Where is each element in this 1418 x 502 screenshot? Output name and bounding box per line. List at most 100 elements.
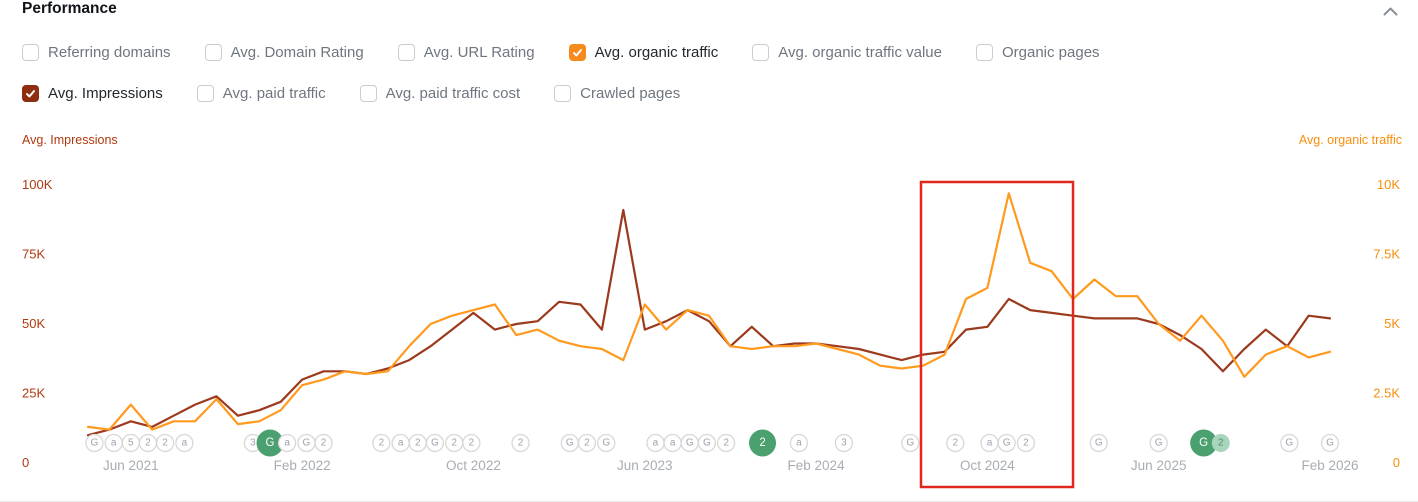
checkbox-unchecked-icon	[22, 44, 39, 61]
timeline-marker[interactable]: 2	[716, 433, 736, 453]
timeline-marker[interactable]: 3	[834, 433, 854, 453]
timeline-marker[interactable]: G	[85, 433, 104, 453]
right-axis-title: Avg. organic traffic	[1298, 133, 1402, 147]
right-axis-tick: 10K	[1377, 177, 1400, 192]
checkbox-checked-icon	[22, 85, 39, 102]
marker-letter: 2	[415, 438, 421, 449]
metric-label: Avg. Domain Rating	[230, 44, 364, 61]
metric-checkbox-avg-organic-traffic-value[interactable]: Avg. organic traffic value	[752, 44, 942, 61]
marker-letter: G	[431, 438, 439, 449]
left-axis-tick: 100K	[22, 177, 53, 192]
metric-label: Avg. paid traffic	[222, 85, 326, 102]
left-axis-tick: 75K	[22, 247, 45, 262]
timeline-marker[interactable]: G	[597, 433, 616, 453]
x-axis-label: Jun 2025	[1131, 458, 1187, 473]
timeline-marker[interactable]: G	[1320, 433, 1340, 453]
metric-checkbox-organic-pages[interactable]: Organic pages	[975, 44, 1100, 61]
left-axis-title: Avg. Impressions	[22, 133, 118, 147]
timeline-marker[interactable]: 2	[372, 433, 391, 453]
marker-letter: 2	[759, 437, 765, 449]
timeline-marker[interactable]: G	[560, 433, 579, 453]
timeline-marker[interactable]: 2	[1016, 433, 1036, 453]
marker-letter: 5	[128, 438, 134, 449]
checkbox-unchecked-icon	[397, 44, 415, 61]
timeline-marker[interactable]: 2	[462, 433, 481, 453]
timeline-marker[interactable]: G	[1190, 429, 1218, 457]
marker-letter: a	[111, 438, 117, 449]
metric-toggles-row2: Avg. Impressions Avg. paid traffic Avg. pa…	[22, 85, 680, 102]
timeline-marker[interactable]: G	[680, 433, 699, 453]
timeline-marker[interactable]: a	[175, 433, 194, 453]
timeline-marker[interactable]: 2	[577, 433, 597, 453]
timeline-marker[interactable]: 2	[408, 433, 427, 453]
timeline-marker[interactable]: G	[1280, 433, 1299, 453]
timeline-marker[interactable]: a	[104, 433, 123, 453]
marker-letter: 2	[321, 438, 327, 449]
marker-letter: G	[602, 438, 610, 449]
marker-letter: G	[91, 438, 99, 449]
timeline-marker[interactable]: 2	[749, 429, 777, 457]
timeline-marker[interactable]: G	[1089, 433, 1108, 453]
highlight-annotation	[919, 180, 1075, 489]
marker-letter: 2	[469, 438, 475, 449]
metric-checkbox-crawled-pages[interactable]: Crawled pages	[554, 85, 680, 102]
metric-checkbox-avg-paid-traffic-cost[interactable]: Avg. paid traffic cost	[359, 85, 520, 102]
metric-label: Referring domains	[48, 44, 171, 61]
timeline-marker[interactable]: 2	[1211, 434, 1230, 452]
x-axis-label: Feb 2026	[1301, 458, 1358, 473]
timeline-marker[interactable]: G	[425, 433, 445, 453]
timeline-marker[interactable]: 2	[155, 433, 175, 453]
metric-checkbox-avg-paid-traffic[interactable]: Avg. paid traffic	[196, 85, 326, 102]
timeline-marker[interactable]: G	[997, 433, 1016, 453]
timeline-marker[interactable]: 2	[314, 433, 333, 453]
marker-letter: 2	[1023, 438, 1029, 449]
metric-label: Avg. organic traffic	[594, 44, 719, 61]
metric-checkbox-referring-domains[interactable]: Referring domains	[22, 44, 171, 61]
marker-letter: G	[1003, 438, 1011, 449]
timeline-marker[interactable]: a	[277, 433, 297, 453]
timeline-marker[interactable]: 2	[138, 433, 158, 453]
marker-letter: G	[1095, 438, 1103, 449]
right-axis-tick: 2.5K	[1373, 386, 1400, 401]
x-axis-label: Oct 2024	[960, 458, 1015, 473]
checkbox-unchecked-icon	[554, 85, 572, 102]
marker-letter: 2	[145, 438, 151, 449]
timeline-marker[interactable]: a	[391, 433, 410, 453]
timeline-marker[interactable]: G	[697, 433, 717, 453]
timeline-marker[interactable]: 2	[511, 433, 530, 453]
metric-checkbox-avg-url-rating[interactable]: Avg. URL Rating	[397, 44, 535, 61]
checkbox-checked-icon	[568, 44, 586, 61]
timeline-marker[interactable]: a	[980, 433, 999, 453]
marker-letter: 2	[379, 438, 385, 449]
marker-letter: G	[703, 438, 711, 449]
timeline-marker[interactable]: a	[663, 433, 682, 453]
marker-letter: G	[1285, 438, 1293, 449]
checkbox-unchecked-icon	[359, 85, 377, 102]
timeline-marker[interactable]: a	[789, 433, 809, 453]
page-title: Performance	[22, 0, 117, 17]
timeline-marker[interactable]: 5	[121, 433, 140, 453]
metric-checkbox-avg-domain-rating[interactable]: Avg. Domain Rating	[204, 44, 364, 61]
timeline-marker[interactable]: G	[901, 433, 920, 453]
marker-letter: G	[303, 438, 311, 449]
marker-letter: a	[987, 438, 993, 449]
marker-letter: a	[670, 438, 676, 449]
timeline-marker[interactable]: G	[256, 429, 284, 457]
metric-checkbox-avg-organic-traffic[interactable]: Avg. organic traffic	[568, 44, 719, 61]
panel-header: Performance	[22, 0, 1404, 27]
timeline-marker[interactable]: a	[646, 433, 665, 453]
timeline-marker[interactable]: 2	[445, 433, 464, 453]
checkbox-unchecked-icon	[975, 44, 993, 61]
timeline-marker[interactable]: G	[297, 433, 316, 453]
metric-label: Avg. Impressions	[48, 85, 163, 102]
marker-letter: G	[566, 438, 574, 449]
chevron-up-icon[interactable]	[1377, 0, 1404, 27]
metric-label: Organic pages	[1001, 44, 1100, 61]
marker-letter: a	[796, 438, 802, 449]
metric-checkbox-avg-impressions[interactable]: Avg. Impressions	[22, 85, 163, 102]
marker-letter: 2	[451, 438, 457, 449]
timeline-marker[interactable]: 2	[946, 433, 965, 453]
timeline-marker[interactable]: G	[1149, 433, 1168, 453]
